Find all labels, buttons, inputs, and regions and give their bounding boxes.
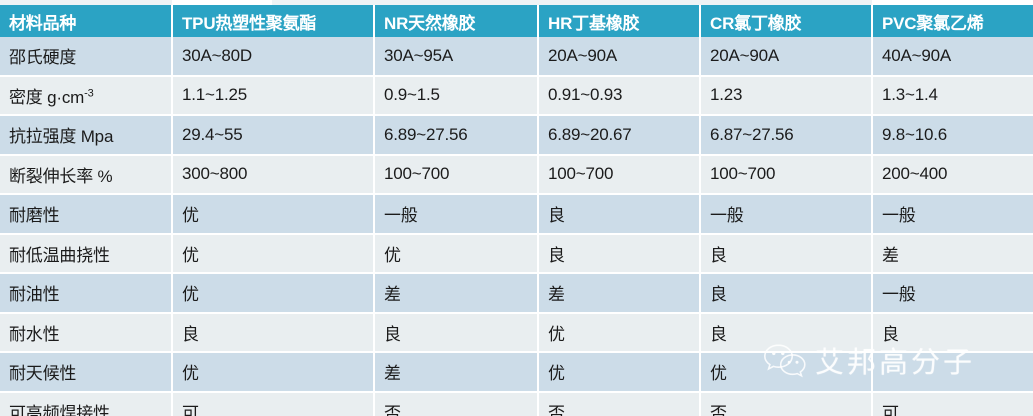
cell-pvc: 一般 [872,194,1033,235]
cell-cr: 优 [700,352,873,393]
top-margin-band [0,0,1033,5]
table-row: 密度 g·cm-3 1.1~1.25 0.9~1.5 0.91~0.93 1.2… [0,75,1033,116]
column-header-cr: CR氯丁橡胶 [700,5,873,37]
cell-hr: 良 [538,233,701,274]
cell-tpu: 可 [172,391,375,416]
material-comparison-table: 材料品种 TPU热塑性聚氨酯 NR天然橡胶 HR丁基橡胶 CR氯丁橡胶 PVC聚… [0,5,1033,416]
row-header-high-frequency-weldability: 可高频焊接性 [0,391,173,416]
cell-cr: 良 [700,233,873,274]
row-header-tensile-strength: 抗拉强度 Mpa [0,115,173,156]
table-header: 材料品种 TPU热塑性聚氨酯 NR天然橡胶 HR丁基橡胶 CR氯丁橡胶 PVC聚… [0,5,1033,37]
cell-tpu: 29.4~55 [172,115,375,156]
row-header-density: 密度 g·cm-3 [0,75,173,116]
row-header-elongation-at-break: 断裂伸长率 % [0,154,173,195]
table-body: 邵氏硬度 30A~80D 30A~95A 20A~90A 20A~90A 40A… [0,37,1033,416]
table-row: 耐磨性 优 一般 良 一般 一般 [0,194,1033,235]
row-header-oil-resistance: 耐油性 [0,273,173,314]
table-row: 耐油性 优 差 差 良 一般 [0,273,1033,314]
table-row: 耐低温曲挠性 优 优 良 良 差 [0,233,1033,274]
cell-pvc: 差 [872,233,1033,274]
cell-cr: 1.23 [700,75,873,116]
cell-hr: 0.91~0.93 [538,75,701,116]
row-header-abrasion-resistance: 耐磨性 [0,194,173,235]
cell-nr: 良 [374,312,539,353]
cell-pvc: 一般 [872,273,1033,314]
cell-pvc [872,352,1033,393]
column-header-material-type: 材料品种 [0,5,173,37]
cell-hr: 差 [538,273,701,314]
cell-tpu: 良 [172,312,375,353]
cell-hr: 20A~90A [538,37,701,77]
top-band-gap-right [872,0,1033,5]
cell-tpu: 优 [172,233,375,274]
table-header-row: 材料品种 TPU热塑性聚氨酯 NR天然橡胶 HR丁基橡胶 CR氯丁橡胶 PVC聚… [0,5,1033,37]
column-header-pvc: PVC聚氯乙烯 [872,5,1033,37]
cell-tpu: 优 [172,194,375,235]
cell-pvc: 可 [872,391,1033,416]
cell-nr: 否 [374,391,539,416]
table-row: 耐水性 良 良 优 良 良 [0,312,1033,353]
cell-cr: 否 [700,391,873,416]
column-header-hr: HR丁基橡胶 [538,5,701,37]
row-header-shore-hardness: 邵氏硬度 [0,37,173,77]
top-band-gap-left [172,0,272,5]
cell-cr: 6.87~27.56 [700,115,873,156]
cell-nr: 0.9~1.5 [374,75,539,116]
row-header-low-temp-flex-resistance: 耐低温曲挠性 [0,233,173,274]
table-row: 耐天候性 优 差 优 优 [0,352,1033,393]
cell-cr: 20A~90A [700,37,873,77]
table-row: 抗拉强度 Mpa 29.4~55 6.89~27.56 6.89~20.67 6… [0,115,1033,156]
cell-pvc: 200~400 [872,154,1033,195]
table-row: 可高频焊接性 可 否 否 否 可 [0,391,1033,416]
cell-nr: 100~700 [374,154,539,195]
cell-hr: 6.89~20.67 [538,115,701,156]
cell-cr: 良 [700,312,873,353]
cell-nr: 优 [374,233,539,274]
cell-hr: 良 [538,194,701,235]
cell-cr: 100~700 [700,154,873,195]
column-header-tpu: TPU热塑性聚氨酯 [172,5,375,37]
cell-cr: 良 [700,273,873,314]
cell-nr: 30A~95A [374,37,539,77]
cell-pvc: 9.8~10.6 [872,115,1033,156]
cell-tpu: 优 [172,352,375,393]
cell-nr: 差 [374,273,539,314]
row-header-water-resistance: 耐水性 [0,312,173,353]
cell-hr: 优 [538,352,701,393]
cell-pvc: 良 [872,312,1033,353]
cell-nr: 6.89~27.56 [374,115,539,156]
cell-hr: 优 [538,312,701,353]
cell-tpu: 优 [172,273,375,314]
cell-pvc: 40A~90A [872,37,1033,77]
table-row: 邵氏硬度 30A~80D 30A~95A 20A~90A 20A~90A 40A… [0,37,1033,77]
row-header-weather-resistance: 耐天候性 [0,352,173,393]
cell-cr: 一般 [700,194,873,235]
row-header-density-exponent: -3 [84,87,94,100]
cell-tpu: 30A~80D [172,37,375,77]
table-row: 断裂伸长率 % 300~800 100~700 100~700 100~700 … [0,154,1033,195]
cell-hr: 100~700 [538,154,701,195]
cell-nr: 一般 [374,194,539,235]
row-header-density-label: 密度 g·cm [9,87,85,107]
cell-hr: 否 [538,391,701,416]
cell-pvc: 1.3~1.4 [872,75,1033,116]
cell-tpu: 300~800 [172,154,375,195]
column-header-nr: NR天然橡胶 [374,5,539,37]
cell-nr: 差 [374,352,539,393]
cell-tpu: 1.1~1.25 [172,75,375,116]
